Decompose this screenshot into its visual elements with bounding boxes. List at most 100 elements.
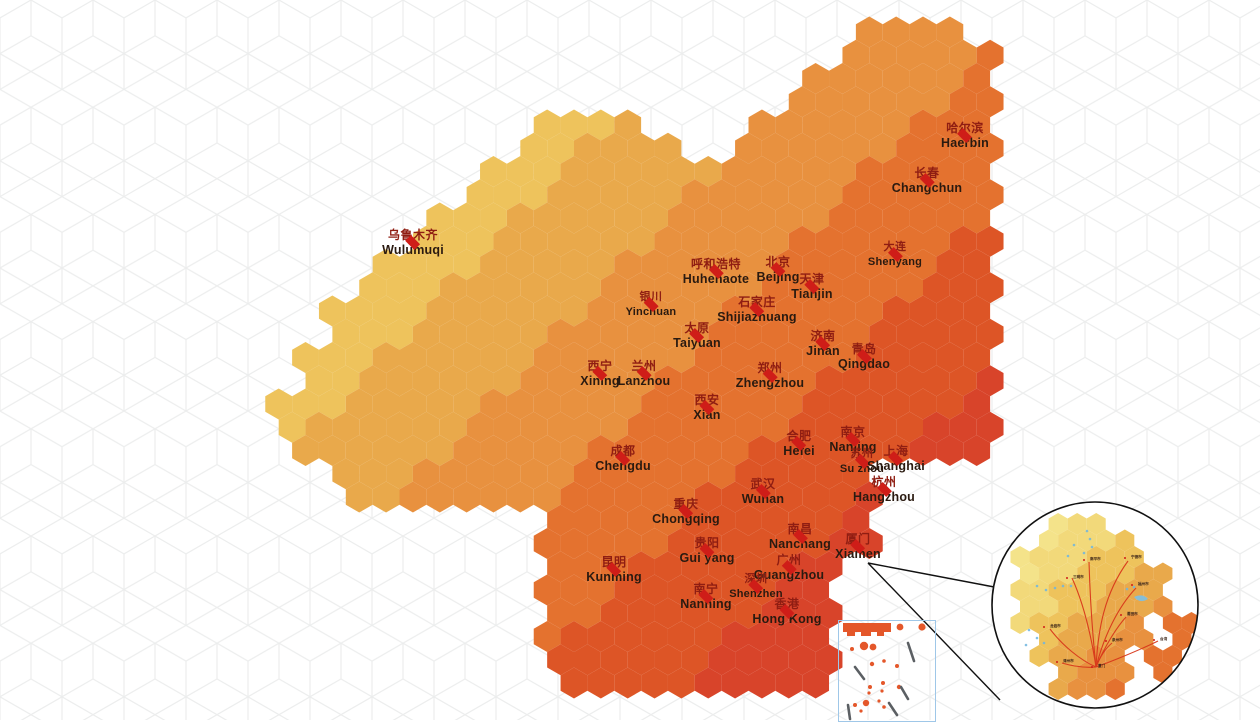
hex-tile[interactable] bbox=[815, 411, 843, 443]
hex-tile[interactable] bbox=[560, 388, 588, 420]
hex-tile[interactable] bbox=[439, 365, 467, 397]
fujian-detail-inset[interactable] bbox=[991, 501, 1201, 709]
hex-tile[interactable] bbox=[453, 481, 481, 513]
hex-tile[interactable] bbox=[493, 411, 521, 443]
hex-tile[interactable] bbox=[560, 202, 588, 234]
hex-tile[interactable] bbox=[869, 318, 897, 350]
hex-tile[interactable] bbox=[547, 225, 574, 257]
hex-tile[interactable] bbox=[345, 342, 373, 373]
city-label-taiyuan[interactable]: 太原 Taiyuan bbox=[673, 322, 721, 349]
hex-tile[interactable] bbox=[587, 388, 615, 420]
hex-tile[interactable] bbox=[600, 179, 628, 211]
hex-tile[interactable] bbox=[815, 644, 843, 676]
hex-tile[interactable] bbox=[466, 458, 494, 490]
hex-tile[interactable] bbox=[976, 179, 1004, 211]
hex-tile[interactable] bbox=[359, 458, 387, 490]
hex-tile[interactable] bbox=[761, 644, 789, 676]
hex-tile[interactable] bbox=[587, 342, 615, 373]
hex-tile[interactable] bbox=[399, 481, 427, 513]
hex-tile[interactable] bbox=[506, 249, 534, 280]
hex-tile[interactable] bbox=[372, 388, 400, 420]
hex-tile[interactable] bbox=[855, 109, 883, 141]
hex-tile[interactable] bbox=[627, 504, 655, 536]
hex-tile[interactable] bbox=[372, 435, 400, 466]
hex-tile[interactable] bbox=[748, 621, 776, 652]
hex-tile[interactable] bbox=[587, 295, 615, 327]
hex-tile[interactable] bbox=[654, 411, 682, 443]
city-label-lanzhou[interactable]: 兰州 Lanzhou bbox=[618, 360, 671, 387]
hex-tile[interactable] bbox=[694, 156, 722, 187]
hex-tile[interactable] bbox=[587, 574, 615, 606]
hex-tile[interactable] bbox=[600, 597, 628, 629]
hex-tile[interactable] bbox=[641, 667, 668, 699]
hex-tile[interactable] bbox=[574, 551, 601, 583]
hex-tile[interactable] bbox=[667, 202, 695, 234]
hex-tile[interactable] bbox=[963, 156, 991, 187]
hex-tile[interactable] bbox=[829, 295, 856, 327]
hex-tile[interactable] bbox=[882, 249, 910, 280]
city-label-hangzhou[interactable]: 杭州 Hangzhou bbox=[853, 476, 915, 503]
hex-tile[interactable] bbox=[761, 179, 789, 211]
hex-tile[interactable] bbox=[882, 109, 910, 141]
hex-tile[interactable] bbox=[735, 272, 762, 304]
hex-tile[interactable] bbox=[574, 132, 601, 164]
hex-tile[interactable] bbox=[802, 435, 830, 466]
hex-tile[interactable] bbox=[976, 272, 1004, 304]
hex-tile[interactable] bbox=[949, 86, 977, 118]
hex-tile[interactable] bbox=[748, 202, 776, 234]
hex-tile[interactable] bbox=[708, 411, 736, 443]
hex-tile[interactable] bbox=[332, 318, 360, 350]
hex-tile[interactable] bbox=[936, 249, 964, 280]
hex-tile[interactable] bbox=[681, 365, 709, 397]
hex-tile[interactable] bbox=[949, 318, 977, 350]
hex-tile[interactable] bbox=[506, 156, 534, 187]
hex-tile[interactable] bbox=[882, 16, 910, 48]
city-label-chongqing[interactable]: 重庆 Chongqing bbox=[652, 498, 720, 525]
hex-tile[interactable] bbox=[896, 225, 923, 257]
hex-tile[interactable] bbox=[748, 156, 776, 187]
hex-tile[interactable] bbox=[654, 365, 682, 397]
hex-tile[interactable] bbox=[976, 225, 1004, 257]
hex-tile[interactable] bbox=[815, 225, 843, 257]
hex-tile[interactable] bbox=[761, 132, 789, 164]
hex-tile[interactable] bbox=[574, 179, 601, 211]
hex-tile[interactable] bbox=[882, 295, 910, 327]
hex-tile[interactable] bbox=[399, 295, 427, 327]
hex-tile[interactable] bbox=[855, 156, 883, 187]
hex-tile[interactable] bbox=[359, 272, 387, 304]
hex-tile[interactable] bbox=[855, 388, 883, 420]
hex-tile[interactable] bbox=[533, 249, 561, 280]
hex-tile[interactable] bbox=[976, 132, 1004, 164]
hex-tile[interactable] bbox=[788, 318, 816, 350]
hex-tile[interactable] bbox=[909, 109, 937, 141]
hex-tile[interactable] bbox=[721, 202, 749, 234]
hex-tile[interactable] bbox=[587, 481, 615, 513]
hex-tile[interactable] bbox=[923, 272, 950, 304]
hex-tile[interactable] bbox=[815, 365, 843, 397]
hex-tile[interactable] bbox=[399, 249, 427, 280]
hex-tile[interactable] bbox=[480, 388, 507, 420]
hex-tile[interactable] bbox=[896, 132, 923, 164]
hex-tile[interactable] bbox=[560, 667, 588, 699]
hex-tile[interactable] bbox=[533, 621, 561, 652]
hex-tile[interactable] bbox=[855, 528, 883, 559]
hex-tile[interactable] bbox=[641, 156, 668, 187]
city-label-shenyang[interactable]: 大连 Shenyang bbox=[868, 242, 922, 269]
city-label-kunming[interactable]: 昆明 Kunming bbox=[586, 556, 642, 583]
hex-tile[interactable] bbox=[748, 435, 776, 466]
hex-tile[interactable] bbox=[600, 458, 628, 490]
hex-tile[interactable] bbox=[453, 435, 481, 466]
hex-tile[interactable] bbox=[829, 342, 856, 373]
hex-tile[interactable] bbox=[721, 481, 749, 513]
hex-tile[interactable] bbox=[829, 63, 856, 94]
hex-tile[interactable] bbox=[681, 225, 709, 257]
city-label-nanchang[interactable]: 南昌 Nanchang bbox=[769, 523, 831, 550]
hex-tile[interactable] bbox=[788, 551, 816, 583]
hex-tile[interactable] bbox=[332, 458, 360, 490]
hex-tile[interactable] bbox=[493, 272, 521, 304]
hex-tile[interactable] bbox=[842, 272, 870, 304]
hex-tile[interactable] bbox=[533, 435, 561, 466]
hex-tile[interactable] bbox=[829, 388, 856, 420]
hex-tile[interactable] bbox=[788, 365, 816, 397]
